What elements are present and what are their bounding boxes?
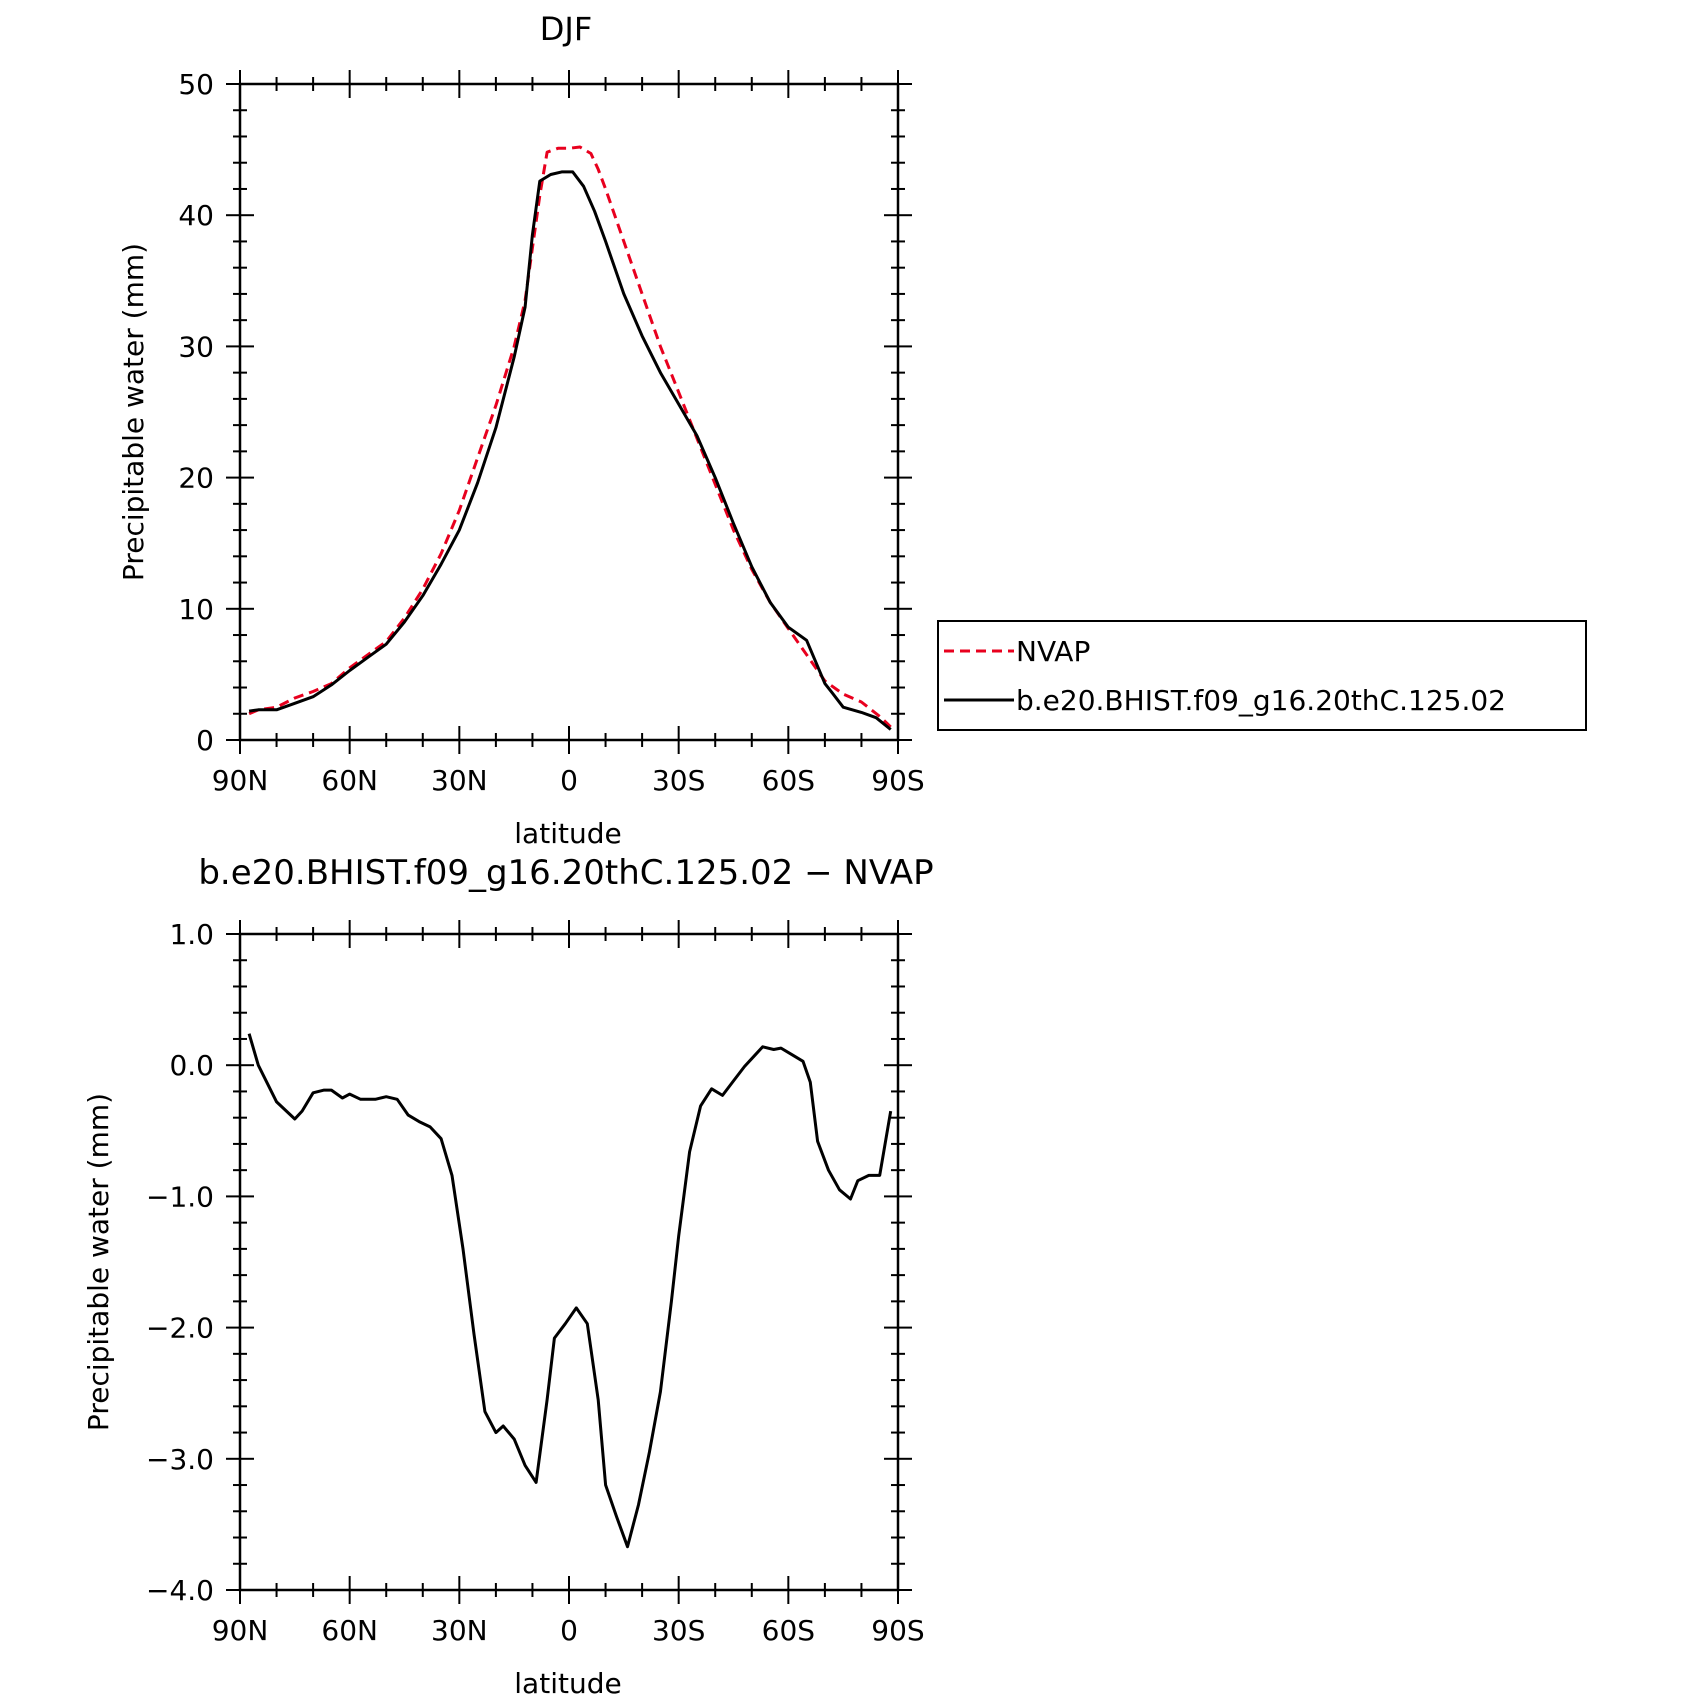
top-x-axis-label: latitude [514,817,621,850]
x-tick-label: 30N [431,1614,488,1647]
bottom-plot-frame [238,932,900,1592]
y-tick-label: 0.0 [169,1049,214,1082]
top-panel: DJF 90N 60N 30N 0 30S 60S 90S 0 10 20 30 40 50 lati… [117,10,1587,850]
x-tick-label: 90S [871,1614,924,1647]
y-tick-label: 0 [196,724,214,757]
x-tick-label: 60S [762,1614,815,1647]
x-tick-label: 30S [652,764,705,797]
x-tick-label: 90N [212,764,269,797]
bottom-title: b.e20.BHIST.f09_g16.20thC.125.02 − NVAP [198,853,933,893]
legend: NVAP b.e20.BHIST.f09_g16.20thC.125.02 [937,620,1587,731]
y-tick-label: −4.0 [146,1574,214,1607]
difference-line [247,1033,893,1549]
y-tick-label: −2.0 [146,1312,214,1345]
x-tick-label: 0 [560,1614,578,1647]
y-tick-label: 1.0 [169,918,214,951]
legend-label-nvap: NVAP [1016,635,1090,668]
top-y-axis-label: Precipitable water (mm) [117,243,150,581]
y-tick-label: 50 [178,68,214,101]
bottom-y-tick-labels: 1.0 0.0 −1.0 −2.0 −3.0 −4.0 [146,918,214,1607]
bottom-x-axis-label: latitude [514,1667,621,1700]
bottom-x-tick-labels: 90N 60N 30N 0 30S 60S 90S [212,1614,925,1647]
bottom-series-lines [247,1033,893,1549]
x-tick-label: 30S [652,1614,705,1647]
x-tick-label: 60N [321,1614,378,1647]
legend-label-model: b.e20.BHIST.f09_g16.20thC.125.02 [1016,684,1506,717]
y-tick-label: 40 [178,199,214,232]
y-tick-label: −3.0 [146,1443,214,1476]
y-tick-label: 20 [178,462,214,495]
nvap-line [248,145,892,728]
x-tick-label: 60N [321,764,378,797]
y-tick-label: 10 [178,593,214,626]
x-tick-label: 90S [871,764,924,797]
top-plot-frame [238,82,900,742]
top-x-tick-labels: 90N 60N 30N 0 30S 60S 90S [212,764,925,797]
top-ticks [226,70,912,754]
top-title: DJF [540,10,592,48]
x-tick-label: 90N [212,1614,269,1647]
top-y-tick-labels: 0 10 20 30 40 50 [178,68,214,757]
x-tick-label: 60S [762,764,815,797]
legend-box [937,620,1587,731]
bottom-panel: b.e20.BHIST.f09_g16.20thC.125.02 − NVAP … [82,853,934,1700]
y-tick-label: −1.0 [146,1180,214,1213]
x-tick-label: 0 [560,764,578,797]
x-tick-label: 30N [431,764,488,797]
model-line [248,170,892,731]
y-tick-label: 30 [178,330,214,363]
bottom-y-axis-label: Precipitable water (mm) [82,1093,115,1431]
bottom-ticks [226,920,912,1604]
top-series-lines [248,145,892,731]
